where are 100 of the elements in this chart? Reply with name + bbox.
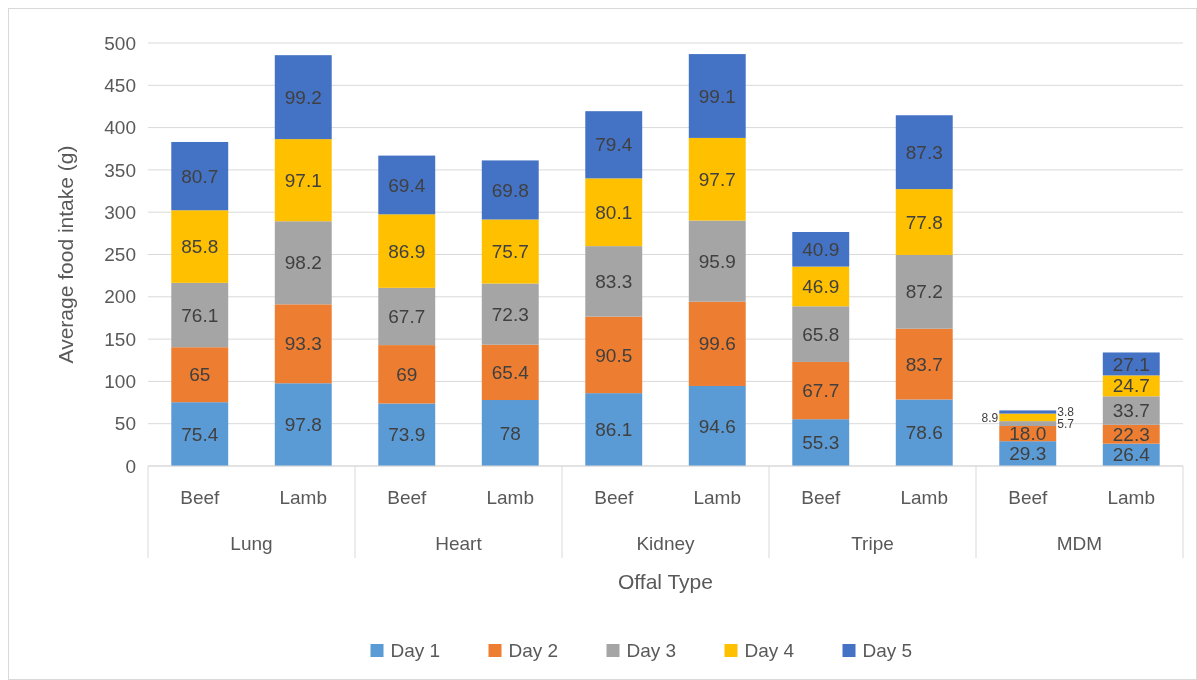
y-tick-label: 250: [104, 244, 136, 266]
data-label: 69: [396, 363, 418, 385]
data-label: 97.7: [698, 168, 736, 190]
x-tick-label: Beef: [387, 487, 428, 508]
bar: [378, 214, 436, 288]
data-label: 8.9: [981, 410, 999, 425]
data-label: 24.7: [1112, 375, 1150, 397]
y-tick-label: 50: [114, 413, 136, 435]
bar: [481, 219, 539, 284]
bar: [895, 399, 953, 466]
bar: [274, 55, 332, 140]
x-tick-label: Lamb: [486, 487, 535, 508]
data-label: 18.0: [1009, 423, 1047, 445]
bar: [688, 385, 746, 466]
data-label: 22.3: [1112, 423, 1150, 445]
bar: [585, 111, 643, 179]
data-label: 65.4: [491, 362, 530, 383]
data-label: 86.1: [595, 419, 633, 441]
y-tick-label: 0: [125, 455, 136, 477]
bar: [895, 189, 953, 255]
bar: [688, 137, 746, 221]
bar: [895, 254, 953, 329]
bar: [171, 282, 229, 348]
legend-label: Day 4: [744, 640, 795, 661]
data-label: 97.8: [284, 414, 322, 436]
bar: [585, 246, 643, 317]
y-tick-label: 400: [104, 117, 136, 139]
bar: [274, 139, 332, 222]
data-label: 73.9: [388, 424, 426, 446]
x-tick-label: Beef: [594, 487, 635, 508]
bar: [688, 220, 746, 302]
data-label: 65: [189, 364, 211, 386]
legend-label: Day 5: [862, 640, 913, 661]
data-label: 94.6: [698, 415, 736, 437]
data-label: 87.3: [905, 141, 943, 163]
data-label: 75.7: [491, 241, 529, 263]
x-tick-label: Lamb: [1107, 487, 1156, 508]
bar: [999, 413, 1057, 422]
bar: [481, 344, 539, 401]
x-tick-label: Beef: [801, 487, 842, 508]
y-tick-label: 300: [104, 201, 136, 223]
text: Kidney: [636, 533, 696, 554]
data-label: 99.2: [284, 86, 322, 108]
data-label: 79.4: [595, 134, 633, 156]
y-tick-label: 500: [104, 32, 136, 54]
bar: [171, 141, 229, 211]
y-tick-label: 100: [104, 371, 136, 393]
bar: [171, 210, 229, 283]
y-axis-title: Average food intake (g): [54, 145, 77, 364]
bar: [171, 347, 229, 403]
data-label: 97.1: [284, 169, 322, 191]
data-label: 99.6: [698, 333, 736, 355]
bar: [274, 221, 332, 305]
bar: [481, 160, 539, 220]
bar: [688, 54, 746, 138]
text: Lung: [230, 533, 273, 554]
bar: [378, 345, 436, 404]
legend-label: Day 2: [508, 640, 559, 661]
data-label: 40.9: [802, 238, 840, 260]
bar: [895, 328, 953, 400]
y-tick-label: 450: [104, 74, 136, 96]
text: Tripe: [851, 533, 894, 554]
data-label: 99.1: [698, 85, 736, 107]
x-tick-label: Lamb: [279, 487, 328, 508]
bar: [378, 287, 436, 346]
bar: [481, 400, 539, 466]
bar: [585, 316, 643, 394]
x-tick-label: Beef: [180, 487, 221, 508]
data-label: 98.2: [284, 252, 322, 274]
data-label: 83.3: [595, 271, 633, 293]
x-tick-label: Lamb: [693, 487, 742, 508]
data-label: 55.3: [802, 432, 840, 454]
bar: [481, 283, 539, 345]
legend-label: Day 1: [390, 640, 441, 661]
y-tick-label: 150: [104, 328, 136, 350]
data-label: 69.4: [388, 174, 426, 196]
data-label: 83.7: [905, 353, 943, 375]
bar: [274, 304, 332, 384]
y-tick-label: 200: [104, 286, 136, 308]
bar: [171, 402, 229, 466]
data-label: 93.3: [284, 333, 322, 355]
data-label: 78.6: [905, 422, 943, 444]
data-label: 77.8: [905, 211, 943, 233]
bar: [274, 383, 332, 466]
bar: [792, 361, 850, 420]
text: Heart: [435, 533, 483, 554]
data-label: 27.1: [1112, 353, 1150, 375]
x-tick-label: Beef: [1008, 487, 1049, 508]
data-label: 90.5: [595, 344, 633, 366]
data-label: 67.7: [388, 306, 426, 328]
legend-label: Day 3: [626, 640, 677, 661]
bar: [999, 410, 1057, 414]
data-label: 72.3: [491, 303, 529, 325]
bar: [792, 306, 850, 362]
data-label: 80.7: [181, 165, 219, 187]
x-tick-label: Lamb: [900, 487, 949, 508]
data-label: 78: [499, 422, 521, 444]
data-label: 86.9: [388, 240, 426, 262]
bar: [585, 393, 643, 466]
data-label: 67.7: [802, 380, 840, 402]
